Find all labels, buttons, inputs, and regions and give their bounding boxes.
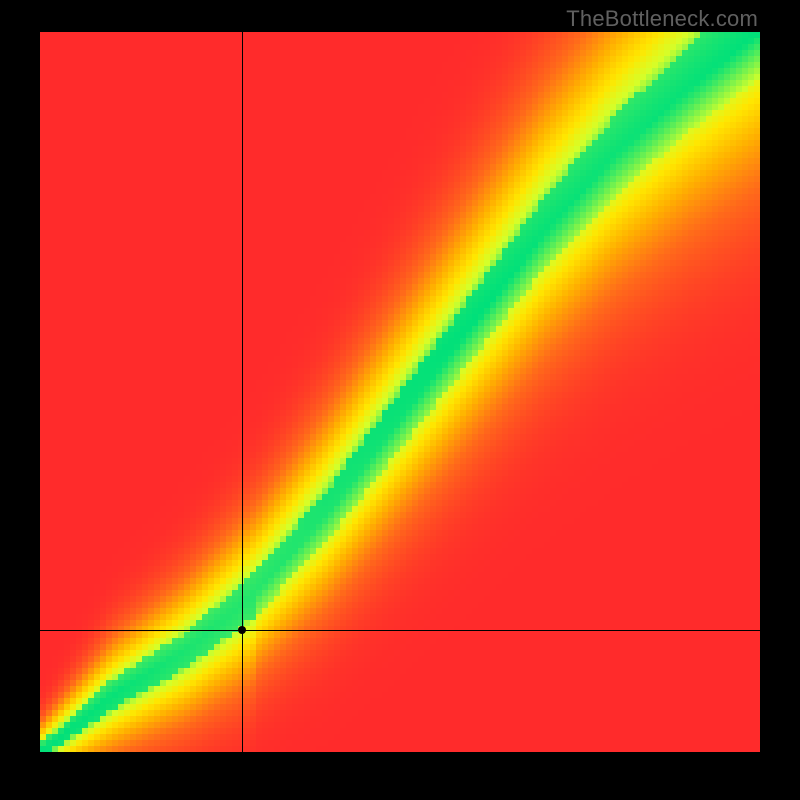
- watermark-text: TheBottleneck.com: [566, 6, 758, 32]
- heatmap-canvas: [40, 32, 760, 752]
- crosshair-horizontal: [40, 630, 760, 631]
- crosshair-vertical: [242, 32, 243, 752]
- bottleneck-heatmap: [40, 32, 760, 752]
- selection-marker-dot: [238, 626, 246, 634]
